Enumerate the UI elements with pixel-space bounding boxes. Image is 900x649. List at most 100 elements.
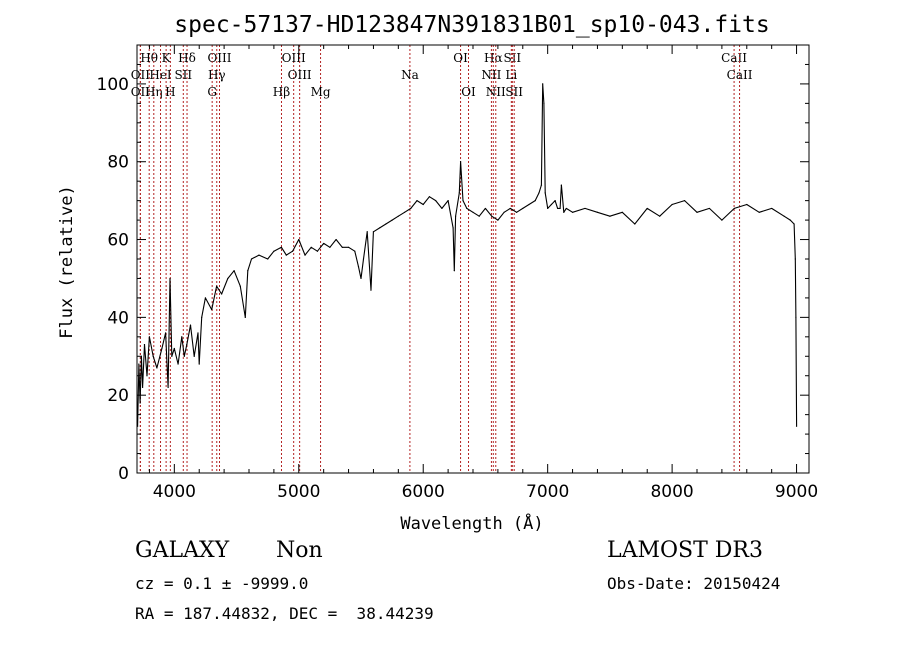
spectrum-point <box>795 425 798 427</box>
spectrum-point <box>391 219 393 221</box>
line-marker-label: OIII <box>282 51 306 65</box>
line-marker-label: Mg <box>311 85 331 99</box>
spectrum-point <box>347 246 350 248</box>
spectrum-point <box>142 386 144 388</box>
spectrum-point <box>416 200 418 202</box>
spectrum-point <box>441 207 443 210</box>
spectrum-point <box>316 250 319 252</box>
spectrum-point <box>244 316 246 318</box>
y-tick-label: 0 <box>118 464 129 484</box>
spectrum-point <box>453 270 455 272</box>
spectrum-point <box>357 266 360 268</box>
spectrum-point <box>146 375 148 377</box>
spectrum-point <box>789 219 791 221</box>
spectrum-point <box>793 223 795 225</box>
spectrum-point <box>227 277 229 280</box>
spectrum-point <box>152 355 154 357</box>
spectrum-point <box>197 332 199 334</box>
spectrum-point <box>544 192 546 194</box>
spectrum-point <box>478 215 480 217</box>
spectrum-point <box>696 211 698 213</box>
spectrum-point <box>721 219 723 221</box>
x-tick-label: 6000 <box>402 482 445 502</box>
x-axis-label: Wavelength (Å) <box>400 512 543 534</box>
spectrum-point <box>385 223 387 225</box>
spectrum-point <box>379 227 381 229</box>
spectrum-point <box>538 192 540 194</box>
spectrum-point <box>181 336 183 338</box>
spectrum-point <box>139 402 141 404</box>
spectrum-point <box>458 192 460 194</box>
x-tick-label: 8000 <box>650 482 693 502</box>
spectrum-point <box>156 367 158 369</box>
spectrum-point <box>683 200 686 202</box>
spectrum-point <box>273 250 275 252</box>
spectrum-point <box>304 254 306 256</box>
spectrum-point <box>239 285 241 287</box>
spectrum-point <box>216 285 218 287</box>
plot-frame <box>136 44 810 474</box>
spectrum-point <box>497 219 499 221</box>
y-tick-label: 80 <box>107 153 129 173</box>
spectrum-point <box>554 200 556 202</box>
x-tick-label: 5000 <box>277 482 320 502</box>
spectrum-point <box>472 211 474 213</box>
spectrum-point <box>454 215 457 217</box>
line-marker-label: Li <box>505 68 517 82</box>
spectrum-point <box>143 344 146 346</box>
spectrum-point <box>565 207 567 210</box>
series-layer <box>137 83 798 427</box>
spectrum-point <box>491 215 493 217</box>
spectrum-point <box>410 207 412 210</box>
spectrum-point <box>169 277 171 280</box>
redshift-line: cz = 0.1 ± -9999.0 <box>135 574 309 593</box>
spectrum-point <box>621 211 623 213</box>
spectrum-point <box>795 316 797 318</box>
line-marker-label: SII <box>505 85 523 99</box>
object-subclass: Non <box>276 538 323 563</box>
spectrum-point <box>247 270 249 272</box>
spectrum-point <box>733 207 735 210</box>
spectrum-point <box>459 161 462 163</box>
spectrum-point <box>354 250 356 252</box>
spectrum-point <box>189 324 192 326</box>
spectrum-point <box>148 336 151 338</box>
spectrum-point <box>267 258 269 260</box>
y-tick-label: 100 <box>97 75 129 95</box>
spectrum-point <box>557 207 559 210</box>
line-marker-label: Hα <box>484 51 503 65</box>
spectrum-point <box>528 203 530 206</box>
spectrum-point <box>211 308 213 311</box>
survey-name: LAMOST DR3 <box>607 538 763 563</box>
spectrum-point <box>542 83 544 85</box>
line-marker-label: HeI <box>149 68 172 82</box>
spectrum-point <box>370 289 372 291</box>
spectrum-point <box>540 184 543 186</box>
line-marker-label: OI <box>461 85 476 99</box>
spectrum-point <box>310 246 312 248</box>
spectrum-point <box>534 200 536 202</box>
spectrum-point <box>563 211 565 213</box>
line-marker-label: OIII <box>207 51 231 65</box>
spectrum-point <box>298 238 300 241</box>
spectrum-point <box>771 207 773 210</box>
spectrum-point <box>596 211 599 213</box>
spectrum-point <box>291 250 294 252</box>
spectrum-point <box>746 203 748 206</box>
object-class: GALAXY <box>135 538 230 563</box>
spectrum-point <box>323 242 325 245</box>
line-marker-label: Hγ <box>208 68 226 82</box>
spectrum-point <box>329 246 331 248</box>
spectrum-point <box>609 215 611 217</box>
spectrum-point <box>634 223 636 225</box>
spectrum-point <box>758 211 760 213</box>
spectrum-point <box>397 215 399 217</box>
spectrum-point <box>550 203 553 206</box>
spectrum-point <box>177 363 179 365</box>
spectrum-point <box>161 347 163 350</box>
y-tick-label: 60 <box>107 231 129 251</box>
observation-date: Obs-Date: 20150424 <box>607 574 781 593</box>
y-tick-label: 40 <box>107 308 129 328</box>
spectrum-point <box>484 207 487 210</box>
